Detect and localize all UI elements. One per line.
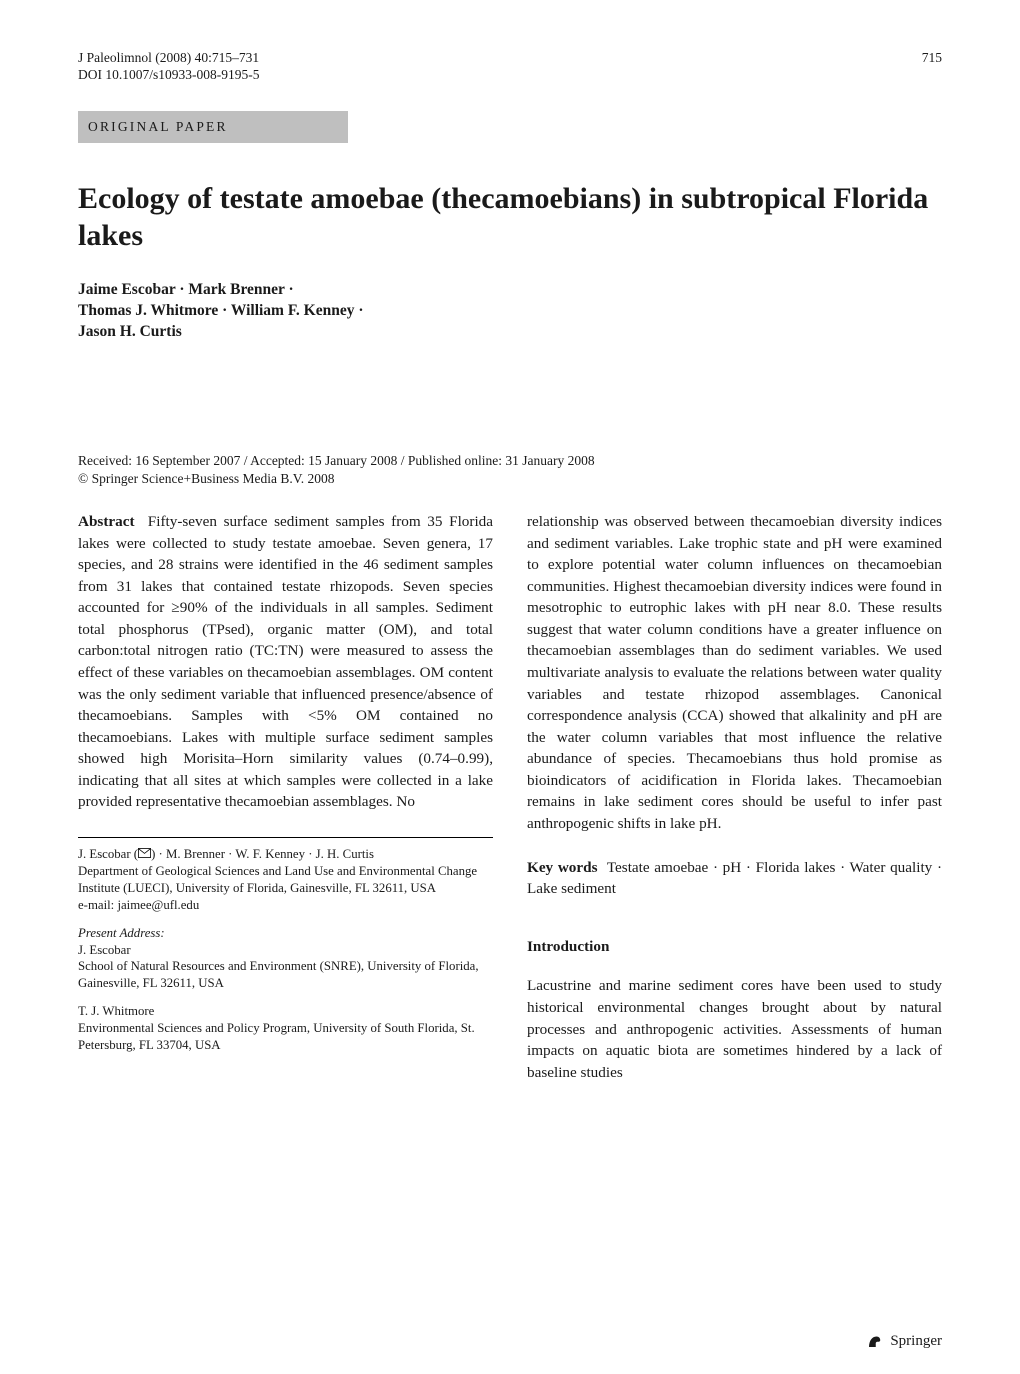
present-address-affil: School of Natural Resources and Environm… <box>78 958 493 992</box>
article-category-bar: ORIGINAL PAPER <box>78 111 348 143</box>
present-address-name: J. Escobar <box>78 942 493 959</box>
right-column: relationship was observed between thecam… <box>527 511 942 1083</box>
authors-line-2: Thomas J. Whitmore · William F. Kenney · <box>78 301 942 322</box>
corr-affiliation: Department of Geological Sciences and La… <box>78 863 493 897</box>
second-affiliation-block: T. J. Whitmore Environmental Sciences an… <box>78 1003 493 1054</box>
abstract-label: Abstract <box>78 513 135 530</box>
copyright-line: © Springer Science+Business Media B.V. 2… <box>78 471 942 487</box>
doi-line: DOI 10.1007/s10933-008-9195-5 <box>78 67 942 83</box>
page-number: 715 <box>922 50 942 66</box>
article-title: Ecology of testate amoebae (thecamoebian… <box>78 181 942 254</box>
article-history: Received: 16 September 2007 / Accepted: … <box>78 453 942 469</box>
springer-horse-icon <box>866 1332 884 1350</box>
keywords-label: Key words <box>527 859 597 876</box>
abstract-paragraph-left: Abstract Fifty-seven surface sediment sa… <box>78 511 493 813</box>
corr-author-prefix: J. Escobar ( <box>78 847 138 861</box>
abstract-text-left: Fifty-seven surface sediment samples fro… <box>78 513 493 811</box>
author-footnotes: J. Escobar ( ) · M. Brenner · W. F. Kenne… <box>78 837 493 1054</box>
corr-author-suffix: ) · M. Brenner · W. F. Kenney · J. H. Cu… <box>151 847 374 861</box>
running-header: J Paleolimnol (2008) 40:715–731 715 <box>78 50 942 66</box>
second-affil-name: T. J. Whitmore <box>78 1003 493 1020</box>
left-column: Abstract Fifty-seven surface sediment sa… <box>78 511 493 1083</box>
present-address-block: Present Address: J. Escobar School of Na… <box>78 925 493 993</box>
corr-email: e-mail: jaimee@ufl.edu <box>78 897 493 914</box>
authors-line-3: Jason H. Curtis <box>78 322 942 343</box>
introduction-body: Lacustrine and marine sediment cores hav… <box>527 975 942 1083</box>
present-address-label: Present Address: <box>78 925 493 942</box>
authors-line-1: Jaime Escobar · Mark Brenner · <box>78 280 942 301</box>
author-list: Jaime Escobar · Mark Brenner · Thomas J.… <box>78 280 942 343</box>
abstract-text-right: relationship was observed between thecam… <box>527 511 942 835</box>
two-column-body: Abstract Fifty-seven surface sediment sa… <box>78 511 942 1083</box>
corresponding-author-block: J. Escobar ( ) · M. Brenner · W. F. Kenne… <box>78 846 493 914</box>
corresponding-author-line: J. Escobar ( ) · M. Brenner · W. F. Kenne… <box>78 846 493 863</box>
introduction-heading: Introduction <box>527 936 942 958</box>
publisher-mark: Springer <box>866 1332 942 1350</box>
publisher-name: Springer <box>890 1333 942 1350</box>
second-affil-text: Environmental Sciences and Policy Progra… <box>78 1020 493 1054</box>
keywords-paragraph: Key words Testate amoebae · pH · Florida… <box>527 857 942 900</box>
journal-reference: J Paleolimnol (2008) 40:715–731 <box>78 50 259 66</box>
envelope-icon <box>138 848 151 858</box>
article-category: ORIGINAL PAPER <box>88 119 228 134</box>
